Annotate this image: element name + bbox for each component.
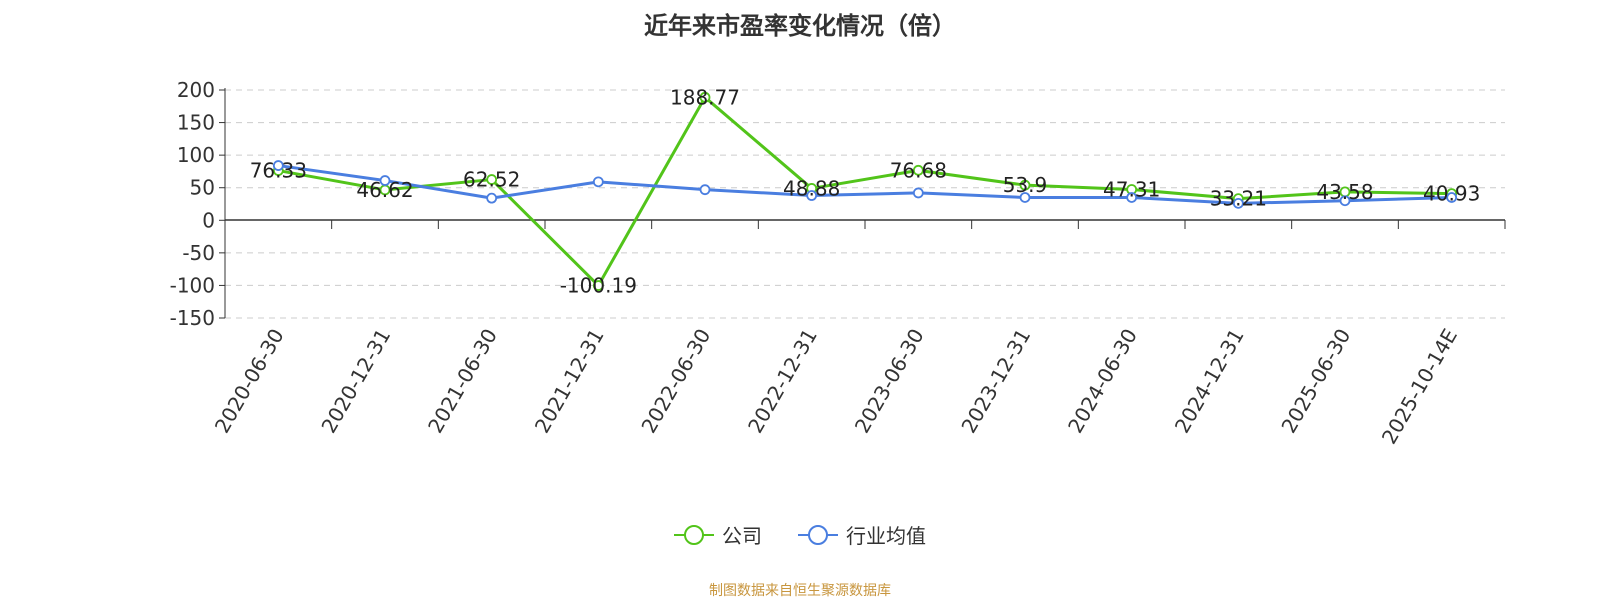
data-label: 46.62: [356, 178, 413, 202]
y-tick-label: 150: [177, 111, 215, 135]
data-point-industry: [379, 175, 391, 186]
data-label: 48.88: [783, 176, 840, 200]
data-point-industry: [1446, 192, 1458, 203]
data-label: 53.9: [1003, 173, 1048, 197]
data-label: 43.58: [1316, 180, 1373, 204]
x-tick-label: 2020-06-30: [210, 325, 289, 438]
x-tick-label: 2022-12-31: [743, 325, 822, 438]
legend-swatch-industry: [798, 524, 838, 545]
data-point-industry: [1019, 192, 1031, 203]
legend-item-company[interactable]: 公司: [674, 520, 762, 549]
data-label: 76.68: [890, 158, 947, 182]
data-source-note: 制图数据来自恒生聚源数据库: [709, 583, 891, 599]
legend-item-industry[interactable]: 行业均值: [798, 520, 926, 549]
data-point-company: [1019, 179, 1031, 191]
data-point-industry: [699, 184, 711, 196]
legend-label-company: 公司: [722, 524, 762, 548]
data-point-industry: [806, 190, 818, 201]
y-tick-label: 100: [177, 143, 215, 167]
x-tick-label: 2025-10-14E: [1377, 325, 1462, 449]
series-points: [272, 91, 1458, 291]
x-tick-label: 2024-12-31: [1170, 325, 1249, 438]
data-point-company: [699, 91, 711, 103]
series-line-industry: [278, 164, 1452, 205]
series-lines: [278, 95, 1452, 288]
data-point-industry: [272, 160, 284, 171]
data-point-industry: [912, 187, 924, 199]
data-label: 62.52: [463, 168, 520, 192]
x-tick-label: 2021-06-30: [423, 324, 502, 437]
y-tick-label: -50: [182, 241, 215, 265]
data-point-industry: [1339, 195, 1351, 207]
y-tick-label: 200: [177, 78, 215, 102]
legend-swatch-company: [674, 524, 714, 545]
data-point-industry: [1126, 192, 1138, 203]
y-tick-label: -100: [170, 273, 215, 297]
y-tick-label: 0: [202, 208, 215, 232]
data-label: -100.19: [560, 274, 637, 298]
x-tick-labels: 2020-06-30 2020-12-31 2021-06-30 2021-12-31…: [210, 324, 1462, 448]
data-label: 40.93: [1423, 182, 1480, 206]
x-tick-label: 2024-06-30: [1063, 325, 1142, 438]
line-chart: 200 150 100 50 0 -50 -100 -150 2020-06-30 2020-1…: [170, 78, 1506, 448]
data-point-industry: [486, 192, 498, 204]
data-point-company: [912, 164, 924, 176]
y-tick-label: 50: [190, 176, 215, 200]
x-tick-label: 2021-12-31: [530, 325, 609, 438]
grid-lines: [225, 89, 1505, 319]
x-tick-label: 2023-12-31: [956, 325, 1035, 438]
axes: [219, 88, 1506, 319]
data-label: 76.33: [250, 159, 307, 183]
x-tick-label: 2020-12-31: [316, 325, 395, 438]
data-labels: 76.33 46.62 62.52 -100.19 188.77 48.88 76.68 53…: [250, 85, 1481, 297]
data-label: 188.77: [670, 85, 740, 109]
x-tick-label: 2022-06-30: [636, 325, 715, 438]
chart-title: 近年来市盈率变化情况（倍）: [644, 12, 956, 40]
x-tick-label: 2025-06-30: [1276, 325, 1355, 438]
y-tick-labels: 200 150 100 50 0 -50 -100 -150: [170, 78, 215, 330]
legend-label-industry: 行业均值: [846, 524, 926, 548]
data-label: 47.31: [1103, 177, 1160, 201]
series-line-company: [278, 95, 1452, 288]
legend: 公司 行业均值: [0, 520, 1600, 549]
data-point-industry: [1232, 197, 1244, 209]
data-point-industry: [592, 176, 604, 188]
x-tick-label: 2023-06-30: [850, 324, 929, 437]
data-point-company: [592, 280, 604, 291]
data-point-company: [486, 174, 498, 185]
y-tick-label: -150: [170, 306, 215, 330]
data-label: 33.21: [1210, 187, 1267, 211]
